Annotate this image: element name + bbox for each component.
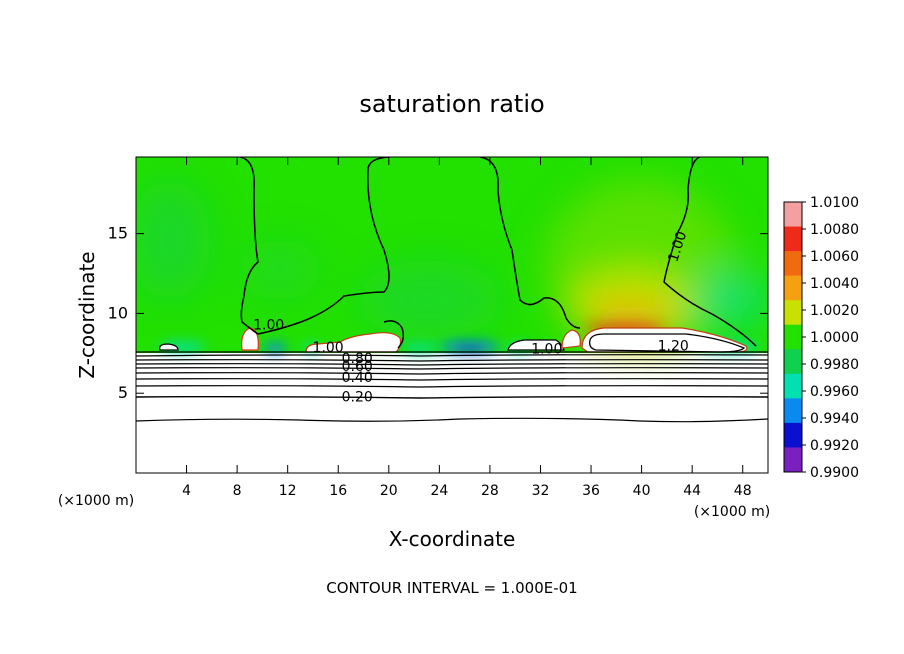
x-tick-label: 12	[279, 483, 297, 499]
contour-line-0-10	[136, 417, 768, 423]
x-tick-label: 4	[182, 483, 191, 499]
colorbar-label: 0.9920	[810, 438, 859, 454]
x-tick-label: 28	[481, 483, 499, 499]
contour-line-0-60	[136, 367, 768, 370]
contour-labels: 1.001.000.800.600.400.201.00 1.201.00	[253, 229, 690, 405]
colorbar-swatch	[784, 324, 802, 350]
x-tick-label: 40	[633, 483, 651, 499]
x-tick-label: 36	[582, 483, 600, 499]
x-tick-label: 20	[380, 483, 398, 499]
x-tick-label: 48	[734, 483, 752, 499]
colorbar-label: 0.9940	[810, 411, 859, 427]
colorbar-swatch	[784, 202, 802, 228]
x-unit-left: (×1000 m)	[58, 493, 134, 509]
contour-line-1-00	[257, 157, 391, 335]
chart-title: saturation ratio	[359, 90, 544, 118]
contour-line-0-30	[136, 385, 768, 388]
y-axis-label: Z-coordinate	[75, 251, 99, 378]
colorbar-label: 0.9900	[810, 465, 859, 481]
y-axis: 5 10 15	[108, 224, 768, 402]
cloud-patch	[159, 343, 179, 351]
contour-line-1-00	[479, 157, 581, 329]
colorbar: 1.0100 1.0080 1.0060 1.0040 1.0020 1.0000 0.99…	[783, 195, 859, 481]
contour-line-0-80	[136, 359, 768, 362]
y-tick-label: 10	[108, 303, 128, 322]
contour-line-0-50	[136, 372, 768, 375]
colorbar-swatch	[784, 373, 802, 399]
colorbar-label: 0.9960	[810, 384, 859, 400]
contour-label: 1.00	[313, 340, 344, 356]
x-tick-label: 16	[329, 483, 347, 499]
contour-line-0-20	[136, 395, 768, 399]
field-shading	[136, 180, 768, 350]
contour-line-1-00	[663, 157, 757, 347]
colorbar-label: 1.0040	[810, 276, 859, 292]
colorbar-swatch	[784, 251, 802, 277]
colorbar-label: 1.0000	[810, 330, 859, 346]
colorbar-swatch	[784, 226, 802, 252]
cloud-patch	[561, 329, 581, 349]
colorbar-label: 1.0080	[810, 222, 859, 238]
y-tick-label: 15	[108, 224, 128, 243]
contour-label: 1.00	[531, 342, 562, 358]
colorbar-swatch	[784, 349, 802, 375]
contour-label: 0.80	[342, 351, 373, 367]
x-tick-label: 24	[430, 483, 448, 499]
colorbar-swatch	[784, 398, 802, 424]
x-tick-label: 44	[683, 483, 701, 499]
colorbar-swatch	[784, 275, 802, 301]
contour-line-1-00	[383, 320, 405, 349]
plot-area: 1.001.000.800.600.400.201.00 1.201.00	[136, 157, 768, 473]
x-unit-right: (×1000 m)	[694, 504, 770, 520]
x-tick-label: 8	[233, 483, 242, 499]
contour-label: 1.00	[253, 318, 284, 334]
contour-line-0-90	[136, 354, 768, 357]
x-axis-label: X-coordinate	[389, 527, 516, 551]
contour-line-0-70	[136, 363, 768, 366]
colorbar-label: 0.9980	[810, 357, 859, 373]
colorbar-swatch	[784, 422, 802, 448]
colorbar-label: 1.0020	[810, 303, 859, 319]
colorbar-label: 1.0100	[810, 195, 859, 211]
contour-line-0-40	[136, 378, 768, 381]
y-tick-label: 5	[118, 383, 128, 402]
contour-label: 0.60	[342, 359, 373, 375]
x-tick-label: 32	[532, 483, 550, 499]
contour-label: 0.20	[342, 389, 373, 405]
contour-interval-note: CONTOUR INTERVAL = 1.000E-01	[326, 579, 577, 597]
colorbar-swatch	[784, 447, 802, 473]
plot-frame	[135, 156, 769, 474]
cloud-patch	[305, 332, 402, 353]
contour-lines	[136, 157, 768, 423]
x-axis: 4 8 12 16 20 24 28 32 36 40 44 48	[182, 157, 752, 499]
colorbar-label: 1.0060	[810, 249, 859, 265]
contour-line-1-20	[588, 333, 746, 353]
contour-label: 0.40	[342, 370, 373, 386]
contour-line-1-00	[239, 157, 259, 335]
colorbar-swatch	[784, 300, 802, 326]
contour-label: 1.20	[658, 338, 689, 354]
